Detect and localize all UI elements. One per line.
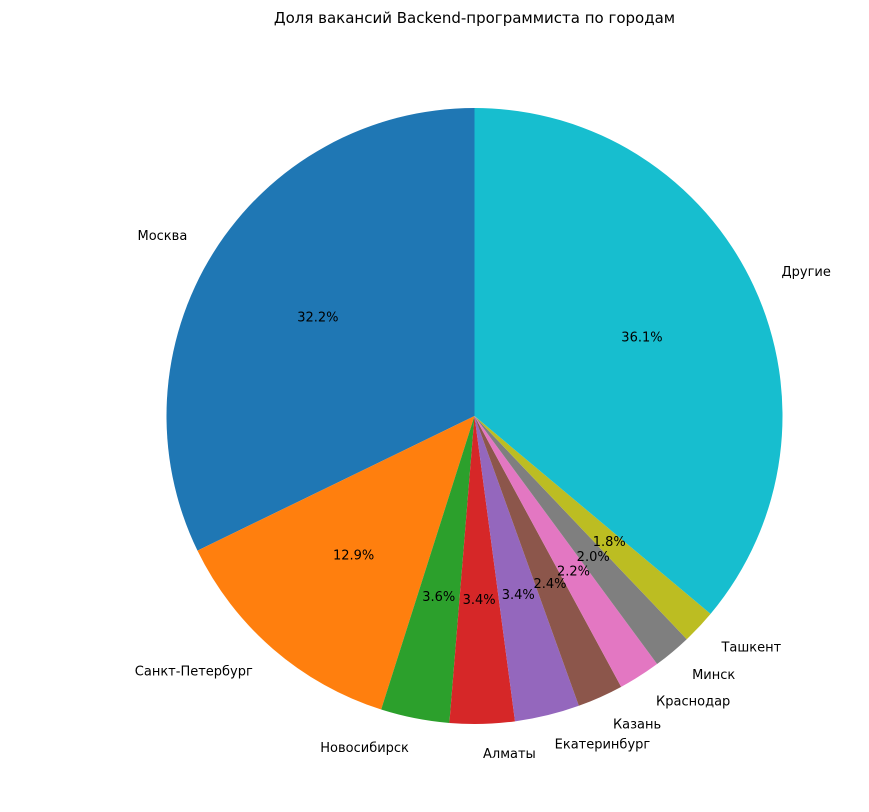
- slice-label-9: Ташкент: [720, 640, 781, 655]
- slice-percent-6: 2.4%: [534, 577, 567, 592]
- slice-percent-5: 3.4%: [502, 588, 535, 603]
- pie-labels: Москва 32.2% Санкт-Петербург 12.9% Новосибир…: [135, 229, 831, 762]
- slice-6: [474, 416, 622, 706]
- slice-percent-10: 36.1%: [621, 330, 662, 345]
- slice-9: [474, 416, 711, 640]
- slice-label-10: Другие: [782, 265, 831, 280]
- slice-percent-3: 3.6%: [422, 590, 455, 605]
- slice-label-4: Алматы: [483, 747, 536, 762]
- slice-label-2: Санкт-Петербург: [135, 665, 253, 680]
- slice-percent-8: 2.0%: [577, 550, 610, 565]
- slice-percent-2: 12.9%: [333, 548, 374, 563]
- slice-8: [474, 416, 687, 665]
- slice-4: [449, 416, 516, 724]
- slice-percent-4: 3.4%: [463, 593, 496, 608]
- slice-label-3: Новосибирск: [320, 741, 409, 756]
- slice-1: [166, 108, 475, 551]
- slice-label-6: Казань: [613, 718, 661, 733]
- slice-percent-1: 32.2%: [297, 310, 338, 325]
- slice-percent-7: 2.2%: [557, 565, 590, 580]
- slice-percent-9: 1.8%: [593, 535, 626, 550]
- slice-label-8: Минск: [692, 668, 735, 683]
- pie-slices: [166, 108, 783, 724]
- slice-label-1: Москва: [137, 229, 187, 244]
- slice-3: [381, 416, 475, 723]
- chart-title: Доля вакансий Backend-программиста по го…: [274, 9, 675, 27]
- slice-10: [474, 108, 783, 614]
- slice-2: [197, 416, 475, 710]
- slice-5: [474, 416, 579, 722]
- slice-label-5: Екатеринбург: [555, 738, 651, 753]
- slice-7: [474, 416, 658, 687]
- slice-label-7: Краснодар: [656, 695, 730, 710]
